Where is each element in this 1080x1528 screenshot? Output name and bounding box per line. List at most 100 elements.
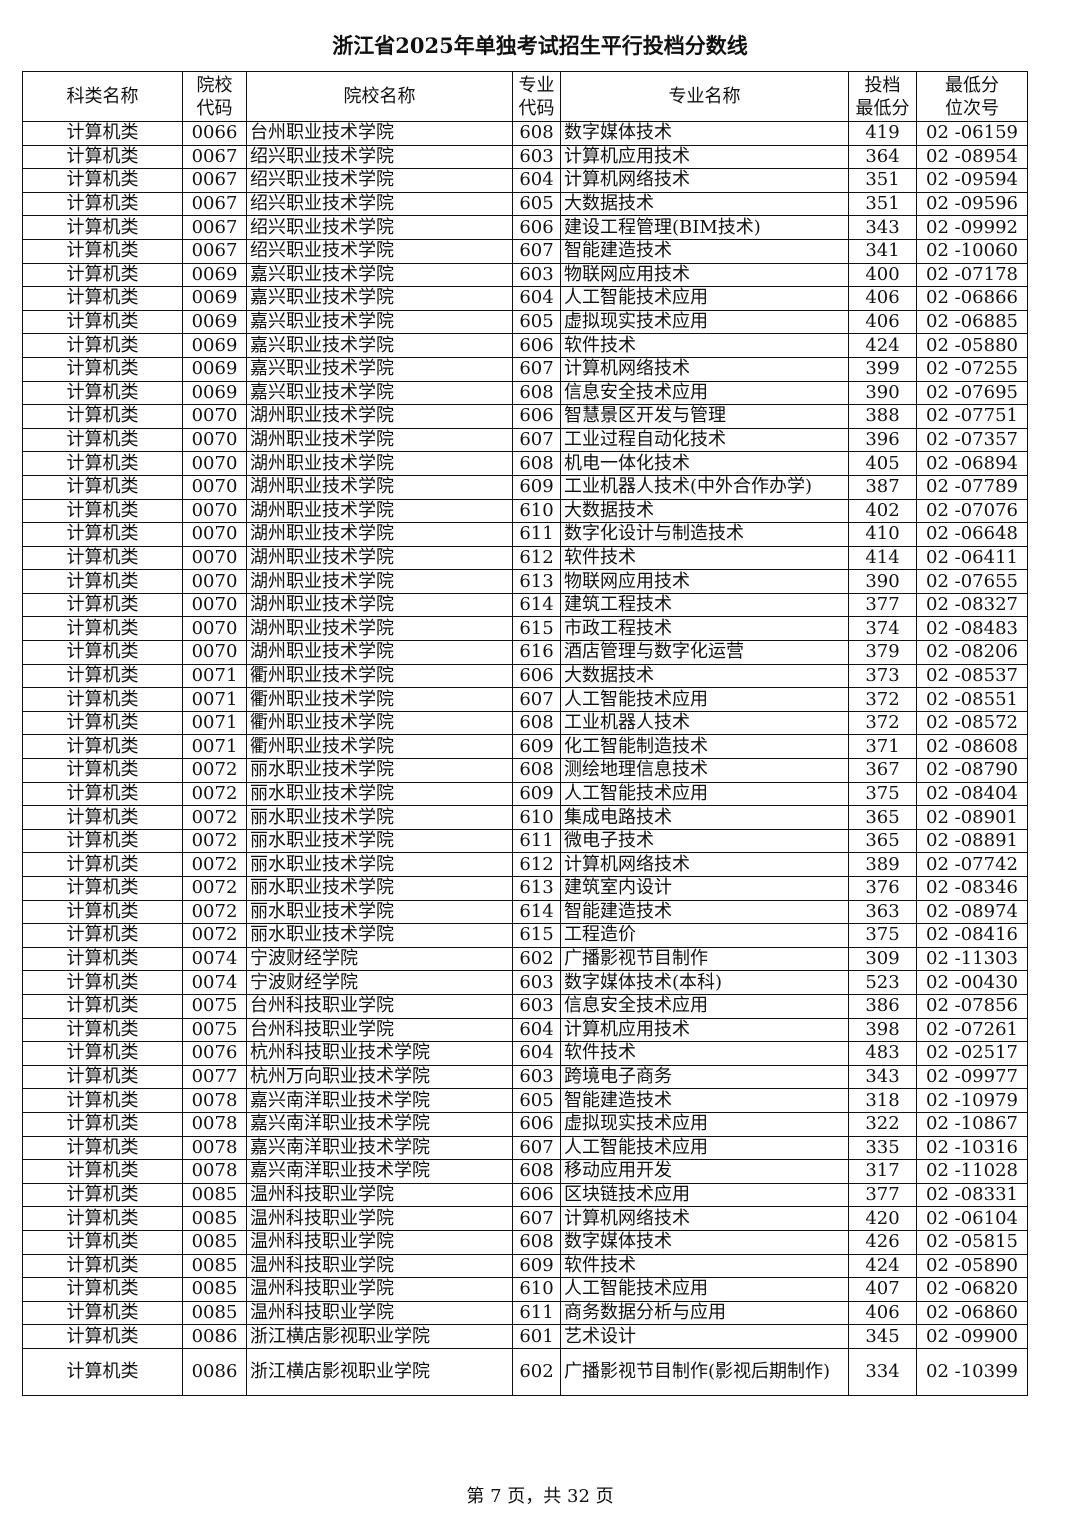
table-row: 计算机类 0078 嘉兴南洋职业技术学院 606 虚拟现实技术应用 322 02 -1086… xyxy=(22,1111,1028,1137)
cell-major-code: 603 xyxy=(512,970,561,995)
cell-min-rank: 02 -08331 xyxy=(916,1182,1028,1208)
cell-school-name: 温州科技职业学院 xyxy=(246,1300,513,1326)
cell-min-score: 335 xyxy=(848,1135,917,1161)
cell-school-name: 湖州职业技术学院 xyxy=(246,592,513,618)
table-row: 计算机类 0078 嘉兴南洋职业技术学院 607 人工智能技术应用 335 02 -1031… xyxy=(22,1135,1028,1161)
cell-major-code: 611 xyxy=(512,522,561,547)
cell-school-code: 0067 xyxy=(182,144,247,170)
table-row: 计算机类 0070 湖州职业技术学院 609 工业机器人技术(中外合作办学) 387 02 … xyxy=(22,474,1028,500)
cell-min-rank: 02 -06411 xyxy=(916,545,1028,571)
cell-major-code: 609 xyxy=(512,474,561,500)
cell-category: 计算机类 xyxy=(22,781,183,807)
cell-min-rank: 02 -10867 xyxy=(916,1111,1028,1137)
cell-school-name: 杭州科技职业技术学院 xyxy=(246,1041,513,1066)
cell-category: 计算机类 xyxy=(22,451,183,476)
header-major-code: 专业 代码 xyxy=(512,71,561,122)
cell-school-code: 0070 xyxy=(182,640,247,665)
cell-major-name: 智能建造技术 xyxy=(560,238,849,264)
cell-min-score: 390 xyxy=(848,569,917,594)
cell-category: 计算机类 xyxy=(22,805,183,830)
header-school-name: 院校名称 xyxy=(246,71,513,122)
cell-category: 计算机类 xyxy=(22,1253,183,1279)
cell-major-code: 608 xyxy=(512,1159,561,1184)
cell-school-code: 0066 xyxy=(182,121,247,146)
cell-category: 计算机类 xyxy=(22,238,183,264)
cell-min-rank: 02 -08572 xyxy=(916,710,1028,736)
cell-min-rank: 02 -06648 xyxy=(916,522,1028,547)
cell-school-name: 湖州职业技术学院 xyxy=(246,569,513,594)
table-row: 计算机类 0071 衢州职业技术学院 609 化工智能制造技术 371 02 -08608 xyxy=(22,734,1028,760)
cell-category: 计算机类 xyxy=(22,1300,183,1326)
cell-major-name: 集成电路技术 xyxy=(560,805,849,830)
cell-min-score: 375 xyxy=(848,923,917,948)
cell-min-score: 386 xyxy=(848,993,917,1019)
cell-min-rank: 02 -05890 xyxy=(916,1253,1028,1279)
cell-min-rank: 02 -10979 xyxy=(916,1088,1028,1113)
table-row: 计算机类 0075 台州科技职业学院 604 计算机应用技术 398 02 -07261 xyxy=(22,1017,1028,1043)
cell-major-code: 604 xyxy=(512,1041,561,1066)
cell-school-code: 0078 xyxy=(182,1088,247,1113)
cell-min-rank: 02 -09977 xyxy=(916,1064,1028,1090)
cell-min-score: 407 xyxy=(848,1277,917,1302)
cell-major-code: 608 xyxy=(512,121,561,146)
cell-min-rank: 02 -06885 xyxy=(916,309,1028,335)
cell-school-name: 温州科技职业学院 xyxy=(246,1253,513,1279)
cell-school-name: 浙江横店影视职业学院 xyxy=(246,1324,513,1349)
cell-min-score: 318 xyxy=(848,1088,917,1113)
cell-min-rank: 02 -09594 xyxy=(916,168,1028,193)
cell-major-name: 工程造价 xyxy=(560,923,849,948)
cell-major-name: 建筑室内设计 xyxy=(560,876,849,901)
cell-major-name: 人工智能技术应用 xyxy=(560,1277,849,1302)
cell-major-name: 测绘地理信息技术 xyxy=(560,758,849,783)
table-row: 计算机类 0075 台州科技职业学院 603 信息安全技术应用 386 02 -07856 xyxy=(22,993,1028,1019)
cell-major-name: 广播影视节目制作 xyxy=(560,946,849,972)
cell-min-rank: 02 -08537 xyxy=(916,663,1028,689)
cell-major-code: 608 xyxy=(512,451,561,476)
cell-major-name: 虚拟现实技术应用 xyxy=(560,1111,849,1137)
cell-major-code: 601 xyxy=(512,1324,561,1349)
cell-major-name: 数字化设计与制造技术 xyxy=(560,522,849,547)
cell-school-name: 衢州职业技术学院 xyxy=(246,710,513,736)
cell-school-code: 0072 xyxy=(182,828,247,854)
cell-min-score: 371 xyxy=(848,734,917,760)
cell-min-score: 367 xyxy=(848,758,917,783)
cell-school-code: 0086 xyxy=(182,1347,247,1396)
table-row: 计算机类 0067 绍兴职业技术学院 607 智能建造技术 341 02 -10060 xyxy=(22,238,1028,264)
header-school-code: 院校 代码 xyxy=(182,71,247,122)
cell-category: 计算机类 xyxy=(22,1111,183,1137)
cell-major-code: 607 xyxy=(512,1135,561,1161)
table-row: 计算机类 0070 湖州职业技术学院 616 酒店管理与数字化运营 379 02 -0820… xyxy=(22,640,1028,665)
table-row: 计算机类 0072 丽水职业技术学院 611 微电子技术 365 02 -08891 xyxy=(22,828,1028,854)
cell-min-score: 523 xyxy=(848,970,917,995)
cell-major-code: 614 xyxy=(512,592,561,618)
cell-min-score: 420 xyxy=(848,1206,917,1231)
cell-major-name: 智慧景区开发与管理 xyxy=(560,404,849,429)
cell-school-code: 0078 xyxy=(182,1159,247,1184)
cell-major-name: 人工智能技术应用 xyxy=(560,1135,849,1161)
cell-major-code: 608 xyxy=(512,1229,561,1255)
cell-category: 计算机类 xyxy=(22,545,183,571)
cell-school-code: 0072 xyxy=(182,923,247,948)
cell-major-name: 市政工程技术 xyxy=(560,616,849,642)
cell-min-score: 363 xyxy=(848,899,917,925)
cell-school-name: 绍兴职业技术学院 xyxy=(246,168,513,193)
table-row: 计算机类 0072 丽水职业技术学院 610 集成电路技术 365 02 -08901 xyxy=(22,805,1028,830)
cell-school-name: 衢州职业技术学院 xyxy=(246,687,513,712)
cell-min-rank: 02 -08891 xyxy=(916,828,1028,854)
cell-min-rank: 02 -08206 xyxy=(916,640,1028,665)
cell-major-code: 610 xyxy=(512,1277,561,1302)
cell-min-rank: 02 -08327 xyxy=(916,592,1028,618)
cell-min-rank: 02 -07695 xyxy=(916,380,1028,406)
cell-category: 计算机类 xyxy=(22,1182,183,1208)
cell-category: 计算机类 xyxy=(22,380,183,406)
cell-min-rank: 02 -08346 xyxy=(916,876,1028,901)
cell-major-code: 607 xyxy=(512,238,561,264)
cell-min-rank: 02 -08404 xyxy=(916,781,1028,807)
cell-school-code: 0069 xyxy=(182,333,247,358)
cell-min-score: 365 xyxy=(848,805,917,830)
cell-min-score: 374 xyxy=(848,616,917,642)
cell-major-name: 人工智能技术应用 xyxy=(560,286,849,311)
cell-major-code: 606 xyxy=(512,215,561,240)
cell-major-name: 工业过程自动化技术 xyxy=(560,427,849,453)
cell-category: 计算机类 xyxy=(22,1159,183,1184)
